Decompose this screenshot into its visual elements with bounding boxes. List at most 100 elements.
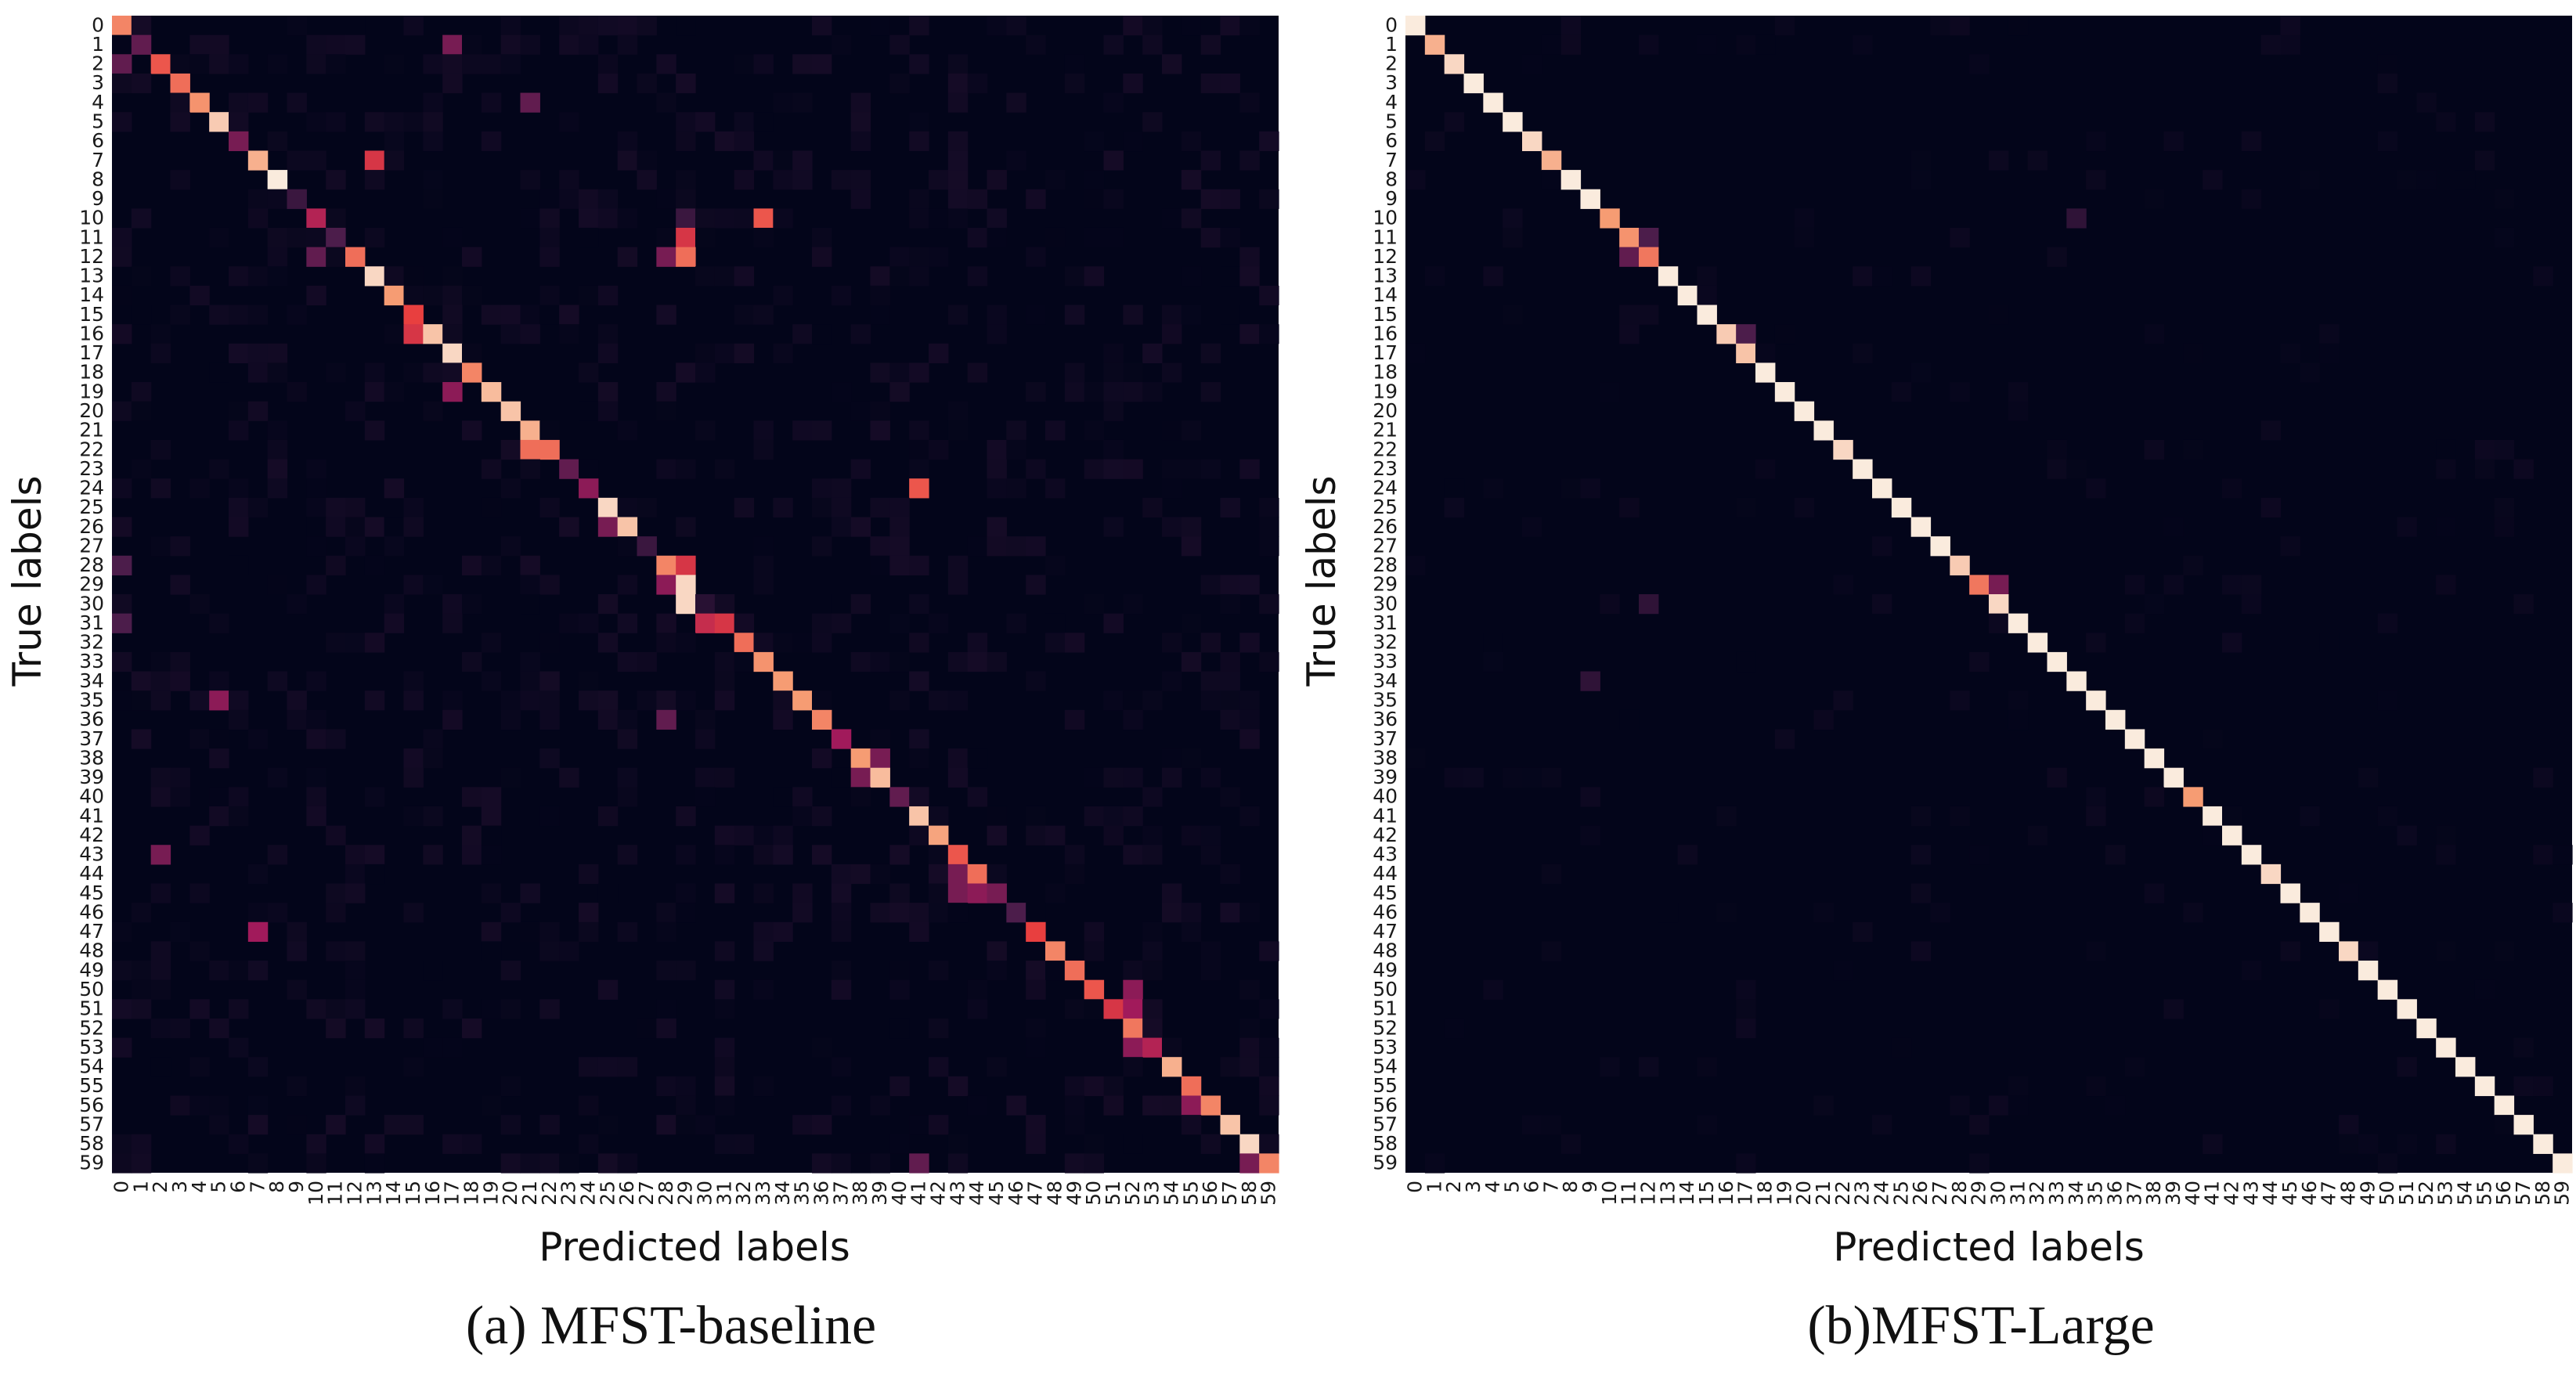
heatmap-cell [1006, 478, 1026, 499]
heatmap-cell [131, 903, 152, 923]
heatmap-cell [384, 536, 405, 557]
heatmap-cells-b [1405, 16, 2573, 1174]
heatmap-cell [1103, 362, 1124, 383]
heatmap-cell [189, 883, 210, 903]
heatmap-cell [539, 999, 560, 1019]
x-tick-label: 42 [2220, 1181, 2242, 1206]
heatmap-cell [1026, 1134, 1046, 1154]
heatmap-cell [189, 1095, 210, 1116]
heatmap-cell [1503, 208, 1523, 229]
heatmap-cell [1522, 767, 1542, 788]
heatmap-cell [1910, 883, 1932, 903]
heatmap-cell [831, 1153, 852, 1174]
heatmap-cell [170, 651, 190, 672]
heatmap-cell [1239, 979, 1260, 1000]
heatmap-cell [1969, 1115, 1990, 1135]
heatmap-cell [539, 285, 560, 306]
heatmap-cell [1181, 459, 1202, 479]
heatmap-cell [734, 651, 755, 672]
heatmap-cell [1259, 1057, 1279, 1077]
heatmap-cell [2436, 439, 2456, 460]
heatmap-cell [617, 575, 638, 595]
heatmap-cell [2494, 517, 2515, 537]
heatmap-cell [753, 633, 774, 653]
heatmap-cell [812, 690, 832, 711]
y-tick-label: 7 [92, 149, 104, 171]
heatmap-cell [909, 633, 929, 653]
y-tick-label: 40 [1373, 785, 1398, 808]
heatmap-cell [676, 131, 696, 152]
heatmap-cell [967, 651, 988, 672]
heatmap-cell [1142, 1095, 1163, 1116]
heatmap-cell [2319, 324, 2340, 344]
heatmap-cell [2397, 999, 2417, 1019]
y-tick-label: 58 [79, 1132, 104, 1155]
heatmap-cell [442, 227, 463, 248]
heatmap-cell [1736, 34, 1756, 55]
heatmap-cell [987, 883, 1007, 903]
heatmap-cell [1064, 999, 1085, 1019]
heatmap-cell [247, 189, 269, 209]
x-tick-label: 4 [188, 1181, 211, 1193]
heatmap-cell [1697, 266, 1717, 287]
heatmap-cell [812, 536, 832, 557]
heatmap-cell [1853, 921, 1873, 942]
heatmap-cell [1026, 671, 1046, 691]
heatmap-cell [2027, 825, 2048, 846]
heatmap-cell [1989, 1095, 2009, 1116]
heatmap-cell [2358, 961, 2379, 981]
x-tick-label: 42 [926, 1181, 949, 1206]
heatmap-cell [520, 34, 540, 55]
heatmap-cell [1026, 825, 1046, 846]
heatmap-cell [1950, 806, 1970, 827]
heatmap-cell [1045, 227, 1066, 248]
heatmap-cell [773, 671, 793, 691]
heatmap-cell [1200, 825, 1221, 846]
heatmap-cell [1950, 690, 1970, 711]
heatmap-cell [1142, 845, 1163, 865]
heatmap-cell [1444, 478, 1465, 499]
heatmap-cell [403, 903, 424, 923]
heatmap-cell [617, 16, 638, 36]
heatmap-cell [267, 439, 288, 460]
heatmap-cell [1560, 16, 1582, 36]
heatmap-cell [1006, 536, 1026, 557]
heatmap-cell [1639, 594, 1659, 615]
heatmap-cell [1405, 16, 1426, 36]
heatmap-cell [987, 517, 1007, 537]
x-tick-label: 51 [2395, 1181, 2418, 1206]
y-tick-label: 34 [79, 669, 104, 692]
heatmap-cell [889, 651, 910, 672]
heatmap-cell [345, 941, 366, 961]
heatmap-cell [656, 227, 676, 248]
heatmap-cell [520, 324, 540, 344]
heatmap-cell [1239, 1037, 1260, 1058]
heatmap-cell [1444, 497, 1465, 518]
heatmap-cell [2553, 903, 2573, 923]
heatmap-cell [2260, 864, 2282, 885]
heatmap-cell [676, 170, 696, 190]
y-axis-title-b: True labels [1299, 475, 1344, 687]
heatmap-cell [1181, 825, 1202, 846]
heatmap-cell [539, 690, 560, 711]
heatmap-cell [247, 208, 269, 229]
heatmap-cell [1910, 150, 1932, 171]
heatmap-cell [170, 266, 190, 287]
heatmap-cell [831, 864, 852, 885]
heatmap-cell [384, 112, 405, 132]
heatmap-cell [2455, 1057, 2476, 1077]
heatmap-cell [345, 961, 366, 981]
heatmap-cell [229, 497, 249, 518]
heatmap-cell [1930, 16, 1950, 36]
heatmap-cells-a [112, 16, 1279, 1174]
heatmap-cell [267, 575, 288, 595]
heatmap-cell [812, 1153, 832, 1174]
heatmap-cell [753, 575, 774, 595]
heatmap-cell [2513, 1076, 2534, 1097]
heatmap-cell [1200, 767, 1221, 788]
heatmap-cell [695, 266, 716, 287]
heatmap-cell [2397, 1134, 2417, 1154]
heatmap-cell [1813, 420, 1834, 441]
x-tick-label: 8 [265, 1181, 288, 1193]
heatmap-cell [1103, 401, 1124, 421]
